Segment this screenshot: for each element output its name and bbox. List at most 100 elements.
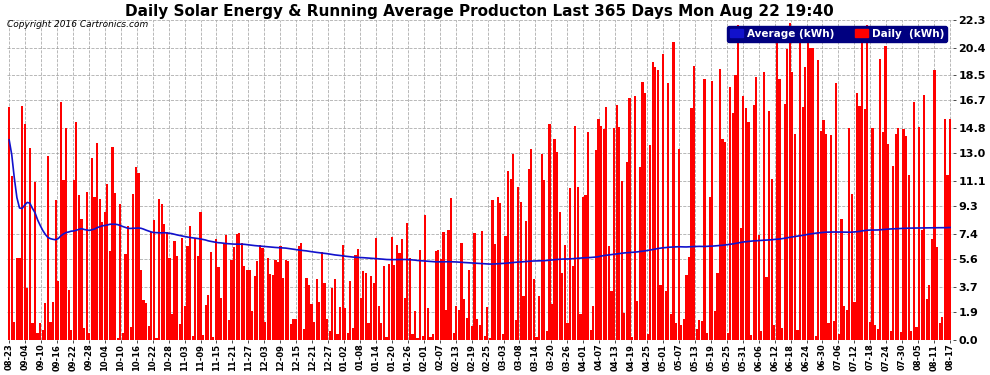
Bar [447,230,449,339]
Bar [127,226,129,339]
Bar [755,77,757,339]
Bar [202,335,204,339]
Bar [34,182,36,339]
Bar [510,179,512,339]
Bar [525,221,528,339]
Title: Daily Solar Energy & Running Average Producton Last 365 Days Mon Aug 22 19:40: Daily Solar Energy & Running Average Pro… [126,4,834,19]
Bar [719,69,721,339]
Bar [62,180,64,339]
Bar [897,128,900,339]
Bar [698,320,701,339]
Bar [706,333,708,339]
Bar [936,248,939,339]
Bar [186,246,189,339]
Bar [611,291,613,339]
Bar [112,147,114,339]
Bar [582,197,584,339]
Bar [443,232,445,339]
Bar [140,270,143,339]
Bar [892,166,894,339]
Bar [324,283,326,339]
Bar [357,249,359,339]
Bar [45,303,47,339]
Bar [85,192,88,339]
Bar [258,246,261,339]
Bar [171,314,173,339]
Bar [78,195,80,339]
Bar [600,126,602,339]
Bar [646,334,648,339]
Bar [155,338,157,339]
Bar [184,306,186,339]
Bar [770,179,773,339]
Bar [773,324,775,339]
Bar [269,274,271,339]
Bar [329,331,331,339]
Bar [566,323,568,339]
Bar [757,234,760,339]
Bar [54,200,56,339]
Bar [47,156,50,339]
Bar [212,337,215,339]
Bar [845,309,847,339]
Bar [794,134,796,339]
Bar [556,152,558,339]
Bar [863,108,866,339]
Bar [763,72,765,339]
Bar [385,337,388,339]
Bar [926,298,928,339]
Bar [471,326,473,339]
Bar [690,108,693,339]
Bar [618,127,621,339]
Bar [871,128,873,339]
Bar [742,96,744,339]
Bar [789,23,791,339]
Bar [316,279,318,339]
Bar [160,204,162,339]
Bar [422,336,424,339]
Bar [520,202,522,339]
Bar [499,203,501,339]
Bar [37,333,39,339]
Bar [874,325,876,339]
Bar [866,25,868,339]
Bar [383,266,385,339]
Bar [158,199,160,339]
Bar [489,338,491,339]
Bar [210,252,212,339]
Bar [783,104,786,339]
Bar [380,323,382,339]
Bar [279,246,282,339]
Bar [817,60,820,339]
Bar [13,322,16,339]
Bar [603,129,605,339]
Bar [313,322,315,339]
Bar [398,254,401,339]
Bar [122,333,124,339]
Bar [949,118,951,339]
Bar [637,302,639,339]
Bar [848,128,850,339]
Bar [644,93,646,339]
Bar [929,285,931,339]
Bar [802,107,804,339]
Bar [138,172,140,339]
Bar [143,300,145,339]
Bar [765,277,767,339]
Bar [569,188,571,339]
Bar [225,235,228,339]
Bar [406,223,408,339]
Bar [724,142,727,339]
Bar [233,247,236,339]
Bar [11,176,13,339]
Bar [836,83,838,339]
Bar [199,212,202,339]
Bar [391,237,393,339]
Bar [833,321,835,339]
Bar [19,258,21,339]
Bar [825,134,827,339]
Bar [332,288,334,339]
Bar [677,149,680,339]
Bar [414,311,416,339]
Bar [760,331,762,339]
